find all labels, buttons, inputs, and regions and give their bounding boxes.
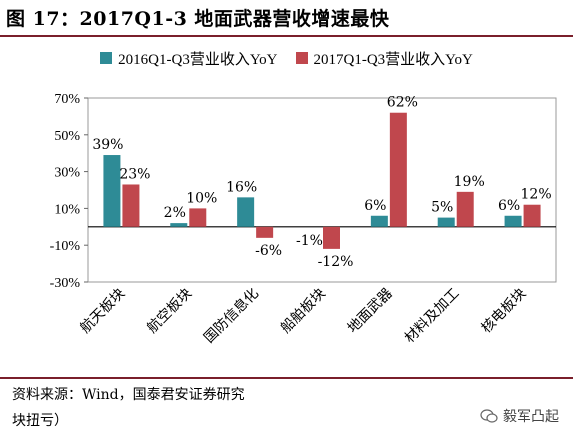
legend-item-series-1: 2016Q1-Q3营业收入YoY [100,48,278,69]
y-tick-label: -10% [50,239,81,254]
plot-frame [87,97,557,283]
data-label: 62% [387,95,418,111]
watermark-text: 毅军凸起 [503,409,559,425]
y-tick-label: -30% [50,276,81,291]
data-label: 5% [431,200,453,216]
bar-chart: 70%50%30%10%-10%-30%39%23%航天板块2%10%航空板块1… [50,92,557,347]
y-tick-label: 50% [54,129,80,144]
x-category-label: 地面武器 [345,286,396,337]
legend-label-series-2: 2017Q1-Q3营业收入YoY [313,51,473,68]
x-category-label: 国防信息化 [200,285,262,347]
bar-2 [256,226,274,238]
data-label: 2% [164,205,186,221]
data-label: 19% [454,174,485,190]
x-category-label: 核电板块 [478,286,529,337]
bar-2 [323,226,340,249]
legend-item-series-2: 2017Q1-Q3营业收入YoY [295,48,473,69]
chart-title: 图 17：2017Q1-3 地面武器营收增速最快 [6,7,390,30]
wechat-icon [480,409,498,423]
bar-1 [504,215,522,227]
bar-1 [370,215,388,227]
chart-title-bar: 图 17：2017Q1-3 地面武器营收增速最快 [0,0,573,34]
bar-2 [456,191,474,227]
legend: 2016Q1-Q3营业收入YoY 2017Q1-Q3营业收入YoY [0,45,573,71]
x-category-label: 船舶板块 [278,286,329,337]
data-label: -6% [255,243,282,259]
data-label: 6% [364,198,386,214]
data-label: -12% [318,254,354,270]
y-tick-label: 30% [54,166,80,181]
legend-swatch-series-2 [295,52,308,64]
title-divider [0,35,573,37]
bar-2 [389,112,407,227]
bar-1 [170,223,188,227]
data-label: 6% [498,198,520,214]
bar-2 [189,208,207,227]
source-text: 资料来源：Wind，国泰君安证券研究 [12,387,245,403]
x-category-label: 航空板块 [144,286,195,337]
bar-2 [122,184,140,227]
source-divider [0,377,573,379]
data-label: 23% [119,166,150,182]
legend-label-series-1: 2016Q1-Q3营业收入YoY [118,51,278,68]
bar-1 [237,197,255,227]
watermark: 毅军凸起 [480,406,559,426]
data-label: 39% [92,137,123,153]
source-note: 资料来源：Wind，国泰君安证券研究 块扭亏） [12,382,392,434]
y-tick-label: 10% [54,202,80,217]
bar-1 [103,155,121,227]
data-label: 16% [226,179,257,195]
bar-1 [437,217,455,227]
data-label: 10% [186,190,217,206]
source-text-continued: 块扭亏） [12,413,68,429]
x-category-label: 材料及加工 [402,286,463,347]
data-label: 12% [521,187,552,203]
legend-swatch-series-1 [100,52,113,64]
data-label: -1% [296,233,323,249]
bar-2 [523,204,541,227]
x-category-label: 航天板块 [77,286,128,337]
y-tick-label: 70% [54,92,80,107]
